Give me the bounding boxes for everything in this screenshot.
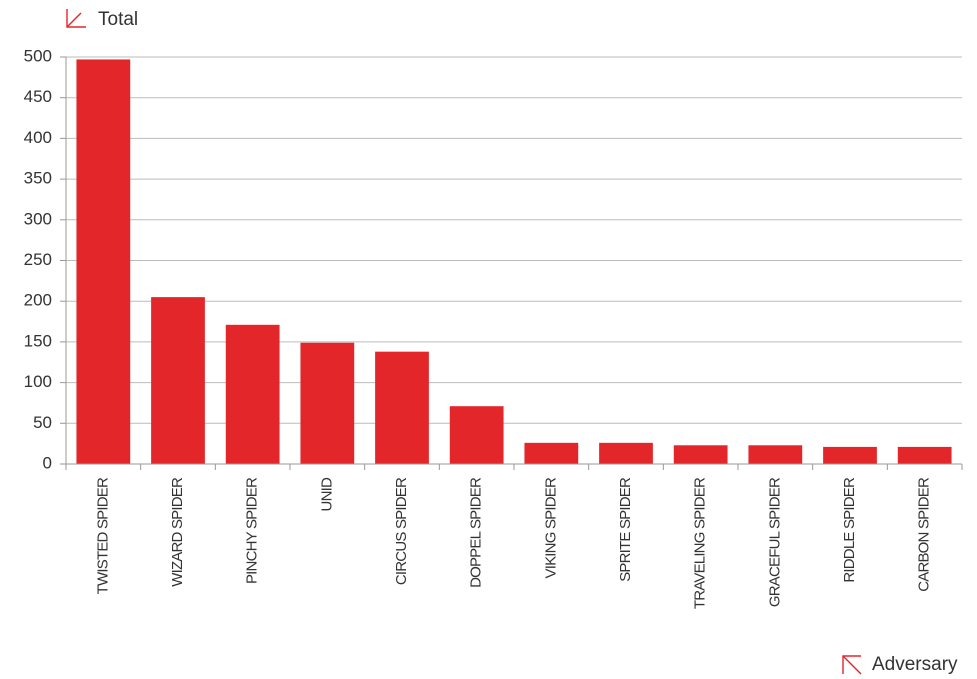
y-tick-label: 450 bbox=[24, 87, 52, 106]
bar bbox=[673, 445, 728, 464]
bar bbox=[748, 445, 803, 464]
x-tick-label: VIKING SPIDER bbox=[542, 477, 559, 578]
y-axis-label: Total bbox=[98, 9, 138, 30]
x-tick-label: WIZARD SPIDER bbox=[169, 477, 186, 587]
y-tick-label: 350 bbox=[24, 169, 52, 188]
bar bbox=[225, 324, 280, 464]
bar bbox=[897, 446, 952, 464]
x-tick-label: UNID bbox=[318, 477, 335, 511]
y-tick-label: 0 bbox=[43, 453, 52, 472]
y-tick-label: 300 bbox=[24, 209, 52, 228]
y-axis-icon bbox=[66, 9, 86, 28]
x-tick-label: DOPPEL SPIDER bbox=[468, 477, 485, 588]
x-tick-label: SPRITE SPIDER bbox=[617, 477, 634, 582]
x-axis-icon bbox=[842, 655, 862, 675]
bar bbox=[449, 406, 504, 464]
x-tick-label: PINCHY SPIDER bbox=[244, 477, 261, 584]
bar bbox=[300, 342, 355, 464]
y-tick-label: 200 bbox=[24, 291, 52, 310]
x-tick-label: GRACEFUL SPIDER bbox=[766, 477, 783, 607]
x-tick-label: TWISTED SPIDER bbox=[94, 477, 111, 594]
bar bbox=[823, 446, 877, 464]
x-tick-label: CARBON SPIDER bbox=[916, 477, 933, 592]
bar bbox=[76, 59, 131, 464]
y-tick-label: 100 bbox=[24, 372, 52, 391]
bar bbox=[151, 297, 205, 464]
y-tick-label: 500 bbox=[24, 46, 52, 65]
y-tick-label: 150 bbox=[24, 331, 52, 350]
y-tick-label: 400 bbox=[24, 128, 52, 147]
x-tick-label: CIRCUS SPIDER bbox=[393, 477, 410, 585]
x-tick-label: RIDDLE SPIDER bbox=[841, 477, 858, 583]
bar bbox=[375, 351, 429, 464]
bar bbox=[599, 442, 653, 464]
y-tick-label: 250 bbox=[24, 250, 52, 269]
x-axis-label: Adversary bbox=[872, 654, 958, 675]
bar bbox=[524, 442, 579, 464]
x-tick-label: TRAVELING SPIDER bbox=[692, 477, 709, 609]
y-tick-label: 50 bbox=[33, 413, 52, 432]
